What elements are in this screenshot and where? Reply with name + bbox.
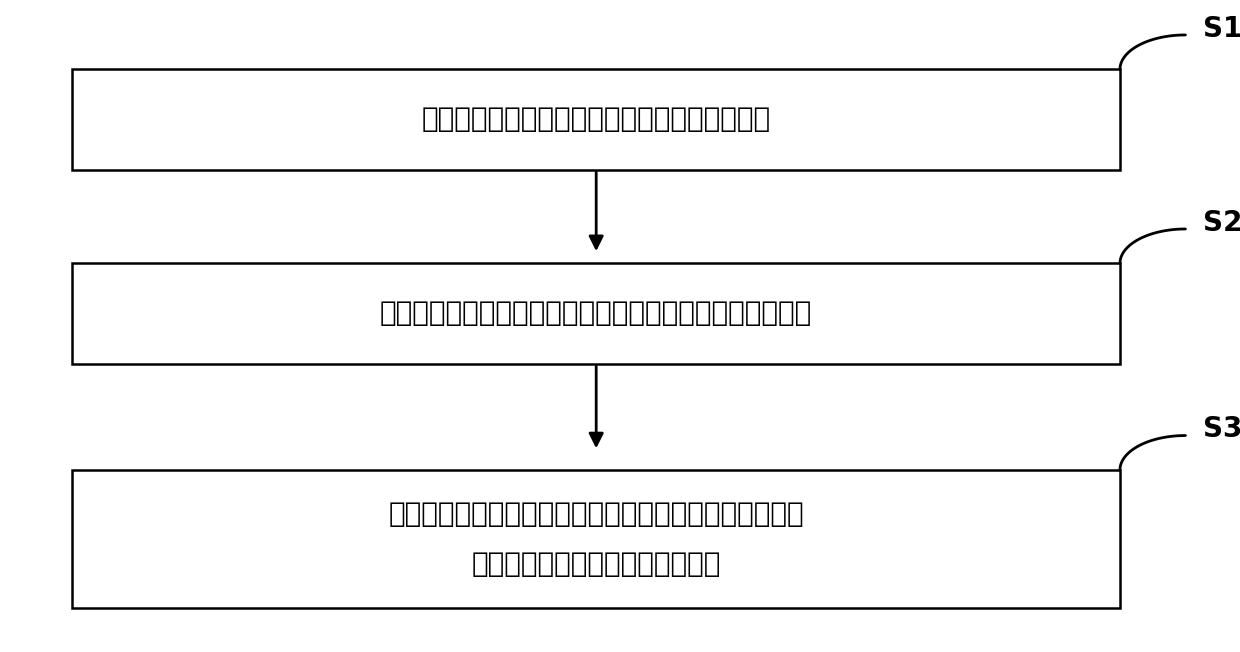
Text: S1: S1 [1203, 15, 1240, 42]
Bar [72, 470, 1120, 608]
Text: S2: S2 [1203, 209, 1240, 237]
Text: 根据样本数据和储能功率配置模型获得正、负旋转备用容量: 根据样本数据和储能功率配置模型获得正、负旋转备用容量 [381, 299, 812, 327]
Text: 根据正、负旋转备用容量获得含风电电力系统应对净负荷
预测误差所需的最优储能功率配置: 根据正、负旋转备用容量获得含风电电力系统应对净负荷 预测误差所需的最优储能功率配… [388, 500, 804, 578]
Text: S3: S3 [1203, 415, 1240, 443]
Text: 获取含风电电力系统的风功率和负荷的样本数据: 获取含风电电力系统的风功率和负荷的样本数据 [422, 106, 771, 134]
Bar [72, 263, 1120, 364]
Bar [72, 69, 1120, 170]
